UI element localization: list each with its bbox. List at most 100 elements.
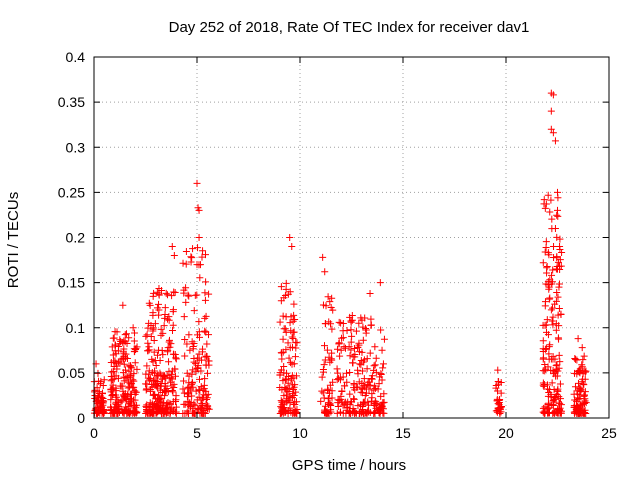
data-point	[152, 362, 160, 369]
data-point	[284, 290, 292, 298]
data-point	[132, 345, 140, 353]
data-point	[194, 244, 202, 252]
data-point	[288, 333, 296, 341]
data-point	[180, 377, 188, 385]
data-point	[360, 375, 368, 383]
data-point	[326, 298, 334, 306]
data-point	[324, 395, 332, 403]
data-point	[198, 401, 206, 409]
data-point	[346, 352, 354, 360]
data-point	[157, 331, 165, 339]
data-point	[144, 324, 152, 332]
data-point	[190, 358, 198, 366]
data-point	[362, 326, 370, 334]
data-point	[581, 368, 589, 376]
data-point	[96, 380, 104, 388]
data-point	[354, 402, 362, 410]
data-point	[377, 326, 385, 334]
data-point	[291, 381, 299, 389]
data-point	[339, 373, 347, 381]
data-point	[334, 369, 342, 377]
data-point	[290, 400, 298, 408]
data-point	[326, 399, 334, 407]
data-point	[205, 357, 213, 365]
data-point	[321, 268, 329, 276]
data-point	[145, 319, 153, 327]
data-point	[276, 318, 284, 326]
data-point	[546, 408, 554, 416]
data-point	[157, 379, 165, 387]
data-point	[554, 265, 561, 273]
data-point	[290, 300, 298, 308]
data-point	[366, 289, 374, 297]
data-point	[370, 386, 378, 394]
data-point	[319, 368, 327, 376]
data-point	[180, 400, 188, 408]
data-point	[350, 380, 358, 388]
data-point	[541, 204, 549, 212]
data-point	[164, 344, 172, 352]
data-point	[359, 367, 367, 375]
data-point	[172, 355, 180, 363]
data-point	[547, 107, 555, 115]
data-point	[277, 403, 285, 411]
data-point	[195, 356, 203, 364]
data-point	[163, 408, 171, 416]
data-point	[570, 402, 578, 410]
data-point	[143, 362, 151, 370]
data-point	[203, 396, 211, 404]
data-point	[556, 358, 564, 366]
data-point	[377, 371, 385, 379]
data-point	[280, 400, 288, 408]
data-point	[187, 253, 195, 261]
data-point	[277, 349, 285, 357]
data-point	[159, 351, 167, 359]
data-point	[355, 409, 363, 417]
data-point	[145, 299, 153, 307]
data-point	[496, 396, 504, 404]
data-point	[99, 409, 107, 417]
data-point	[163, 403, 171, 411]
data-point	[161, 310, 169, 318]
data-point	[143, 331, 151, 339]
data-point	[183, 340, 191, 348]
data-point	[149, 391, 157, 399]
data-point	[163, 372, 171, 380]
data-point	[327, 320, 335, 328]
data-point	[184, 291, 192, 299]
plot-frame	[93, 56, 610, 419]
data-point	[130, 377, 138, 385]
data-point	[557, 262, 565, 270]
data-point	[553, 211, 561, 219]
data-point	[547, 306, 555, 314]
data-point	[328, 356, 336, 364]
data-point	[371, 399, 379, 407]
data-point	[359, 323, 367, 331]
data-point	[343, 378, 351, 386]
data-point	[539, 354, 547, 362]
data-point	[577, 386, 585, 394]
data-point	[130, 337, 138, 345]
data-point	[200, 385, 208, 393]
data-point	[339, 319, 347, 327]
data-point	[341, 382, 349, 390]
data-point	[543, 263, 551, 271]
data-point	[150, 336, 158, 344]
data-point	[343, 369, 351, 377]
data-point	[546, 294, 554, 302]
data-point	[198, 394, 206, 402]
data-point	[541, 321, 549, 329]
data-point	[283, 395, 291, 403]
data-point	[351, 353, 359, 361]
y-tick-label: 0.25	[58, 184, 85, 200]
y-tick-label: 0.05	[58, 365, 85, 381]
data-point	[205, 290, 213, 298]
data-point	[142, 386, 150, 394]
x-tick-label: 15	[395, 425, 411, 441]
data-point	[129, 383, 137, 391]
data-point	[554, 188, 561, 196]
data-point	[346, 408, 354, 416]
data-point	[553, 254, 561, 262]
data-point	[201, 296, 209, 304]
data-point	[182, 248, 190, 256]
